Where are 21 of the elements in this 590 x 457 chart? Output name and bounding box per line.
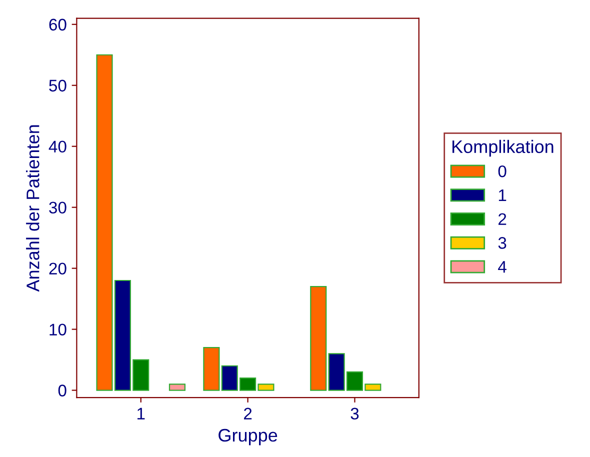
legend-label: 4 (498, 261, 506, 273)
legend-label: 0 (498, 165, 506, 178)
legend-label: 1 (498, 189, 506, 201)
x-axis-title: Gruppe (218, 428, 278, 446)
y-tick-label: 20 (49, 262, 66, 275)
legend-title: Komplikation (452, 140, 554, 157)
x-tick-label: 3 (350, 408, 359, 420)
bar (203, 347, 220, 391)
y-tick-label: 40 (48, 140, 66, 153)
bar (168, 384, 186, 391)
x-tick-label: 2 (244, 408, 252, 420)
y-tick-label: 10 (50, 324, 66, 336)
legend-label: 3 (498, 237, 506, 249)
x-tick-label: 1 (138, 408, 145, 420)
bar (310, 286, 327, 391)
y-tick-label: 0 (58, 384, 66, 396)
y-tick-label: 30 (49, 202, 66, 214)
legend-label: 2 (498, 213, 506, 225)
y-tick-label: 60 (49, 18, 66, 31)
y-tick-label: 50 (49, 80, 66, 92)
y-axis-title: Anzahl der Patienten (26, 125, 40, 292)
